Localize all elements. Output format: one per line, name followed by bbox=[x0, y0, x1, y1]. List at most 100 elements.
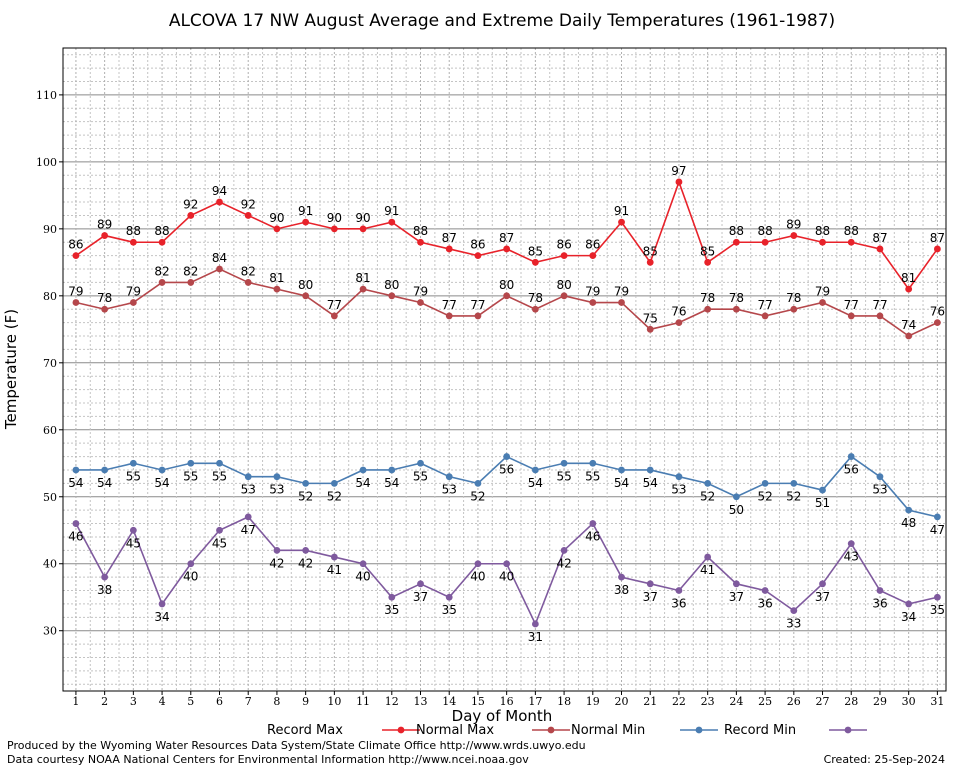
data-label: 85 bbox=[643, 244, 658, 258]
data-label: 87 bbox=[930, 231, 945, 245]
x-tick-label: 16 bbox=[500, 695, 514, 708]
data-label: 31 bbox=[528, 630, 543, 644]
data-point bbox=[302, 479, 310, 487]
x-tick-label: 31 bbox=[930, 695, 944, 708]
data-point bbox=[905, 332, 913, 340]
x-tick-label: 11 bbox=[356, 695, 370, 708]
data-label: 88 bbox=[126, 224, 141, 238]
data-label: 50 bbox=[729, 503, 744, 517]
data-label: 55 bbox=[212, 469, 227, 483]
data-label: 79 bbox=[585, 285, 600, 299]
data-label: 81 bbox=[269, 271, 284, 285]
data-point bbox=[216, 459, 223, 467]
y-tick-label: 90 bbox=[43, 223, 57, 236]
data-point bbox=[101, 232, 109, 239]
data-label: 80 bbox=[298, 278, 313, 292]
data-point bbox=[187, 279, 195, 286]
data-point bbox=[790, 232, 798, 239]
data-point bbox=[101, 466, 109, 474]
data-point bbox=[503, 292, 511, 300]
data-label: 74 bbox=[901, 318, 916, 332]
data-point bbox=[474, 312, 482, 320]
data-label: 56 bbox=[844, 463, 859, 477]
data-point bbox=[732, 305, 740, 313]
data-point bbox=[560, 292, 568, 300]
data-point bbox=[819, 238, 826, 246]
data-point bbox=[129, 459, 137, 467]
data-point bbox=[503, 453, 511, 460]
data-point bbox=[330, 553, 338, 561]
data-label: 77 bbox=[757, 298, 772, 312]
chart-title: ALCOVA 17 NW August Average and Extreme … bbox=[169, 11, 835, 31]
data-label: 89 bbox=[97, 218, 112, 232]
data-label: 78 bbox=[528, 291, 543, 305]
data-point bbox=[302, 292, 310, 300]
data-label: 80 bbox=[556, 278, 571, 292]
data-label: 87 bbox=[442, 231, 457, 245]
data-label: 35 bbox=[384, 603, 399, 617]
data-label: 82 bbox=[183, 264, 198, 278]
data-label: 88 bbox=[815, 224, 830, 238]
x-tick-label: 4 bbox=[159, 695, 166, 708]
data-point bbox=[646, 258, 654, 266]
data-point bbox=[646, 325, 654, 333]
data-label: 92 bbox=[183, 197, 198, 211]
legend-label: Record Min bbox=[724, 723, 796, 738]
x-tick-label: 15 bbox=[471, 695, 485, 708]
data-label: 47 bbox=[930, 523, 945, 537]
data-point bbox=[474, 252, 482, 260]
series-record-min: 46 38 45 34 40 45 47 42 42 41 40 35 37 35 40 40 31 42 46 38… bbox=[68, 513, 945, 644]
data-label: 79 bbox=[126, 285, 141, 299]
data-label: 78 bbox=[729, 291, 744, 305]
data-point bbox=[761, 587, 769, 594]
data-point bbox=[876, 312, 884, 320]
data-label: 34 bbox=[901, 610, 916, 624]
x-tick-label: 17 bbox=[528, 695, 542, 708]
data-label: 86 bbox=[68, 238, 83, 252]
data-label: 42 bbox=[269, 556, 284, 570]
data-point bbox=[417, 580, 424, 588]
data-point bbox=[761, 238, 769, 246]
data-label: 55 bbox=[585, 469, 600, 483]
data-label: 47 bbox=[241, 523, 256, 537]
data-label: 76 bbox=[671, 305, 686, 319]
data-label: 38 bbox=[97, 583, 112, 597]
legend-item: Record Max bbox=[267, 723, 420, 738]
legend-item: Normal Min bbox=[571, 723, 718, 738]
data-point bbox=[560, 546, 568, 554]
data-label: 51 bbox=[815, 496, 830, 510]
data-label: 85 bbox=[528, 244, 543, 258]
data-label: 54 bbox=[154, 476, 169, 490]
data-point bbox=[302, 218, 310, 226]
x-tick-label: 26 bbox=[787, 695, 801, 708]
data-point bbox=[589, 299, 597, 306]
data-point bbox=[589, 252, 597, 260]
x-tick-label: 27 bbox=[816, 695, 830, 708]
data-point bbox=[560, 459, 568, 467]
series-record-max: 86 89 88 88 92 94 92 90 91 90 90 91 88 87 86 87 85 86 86 91… bbox=[68, 164, 945, 293]
data-point bbox=[72, 299, 80, 306]
data-label: 55 bbox=[183, 469, 198, 483]
data-label: 37 bbox=[815, 590, 830, 604]
x-tick-label: 30 bbox=[902, 695, 916, 708]
x-tick-label: 24 bbox=[729, 695, 743, 708]
data-label: 91 bbox=[614, 204, 629, 218]
data-label: 52 bbox=[470, 489, 485, 503]
data-point bbox=[359, 285, 367, 293]
data-label: 40 bbox=[355, 570, 370, 584]
data-point bbox=[388, 292, 396, 300]
data-label: 90 bbox=[355, 211, 370, 225]
legend-item: Normal Max bbox=[416, 723, 570, 738]
data-point bbox=[847, 238, 855, 246]
data-label: 78 bbox=[700, 291, 715, 305]
data-point bbox=[187, 459, 195, 467]
data-label: 34 bbox=[154, 610, 169, 624]
data-label: 36 bbox=[872, 597, 887, 611]
data-label: 82 bbox=[154, 264, 169, 278]
data-point bbox=[761, 479, 769, 487]
data-point bbox=[72, 252, 80, 260]
data-point bbox=[933, 593, 941, 601]
data-label: 82 bbox=[241, 264, 256, 278]
data-point bbox=[819, 486, 826, 494]
x-tick-label: 23 bbox=[701, 695, 715, 708]
